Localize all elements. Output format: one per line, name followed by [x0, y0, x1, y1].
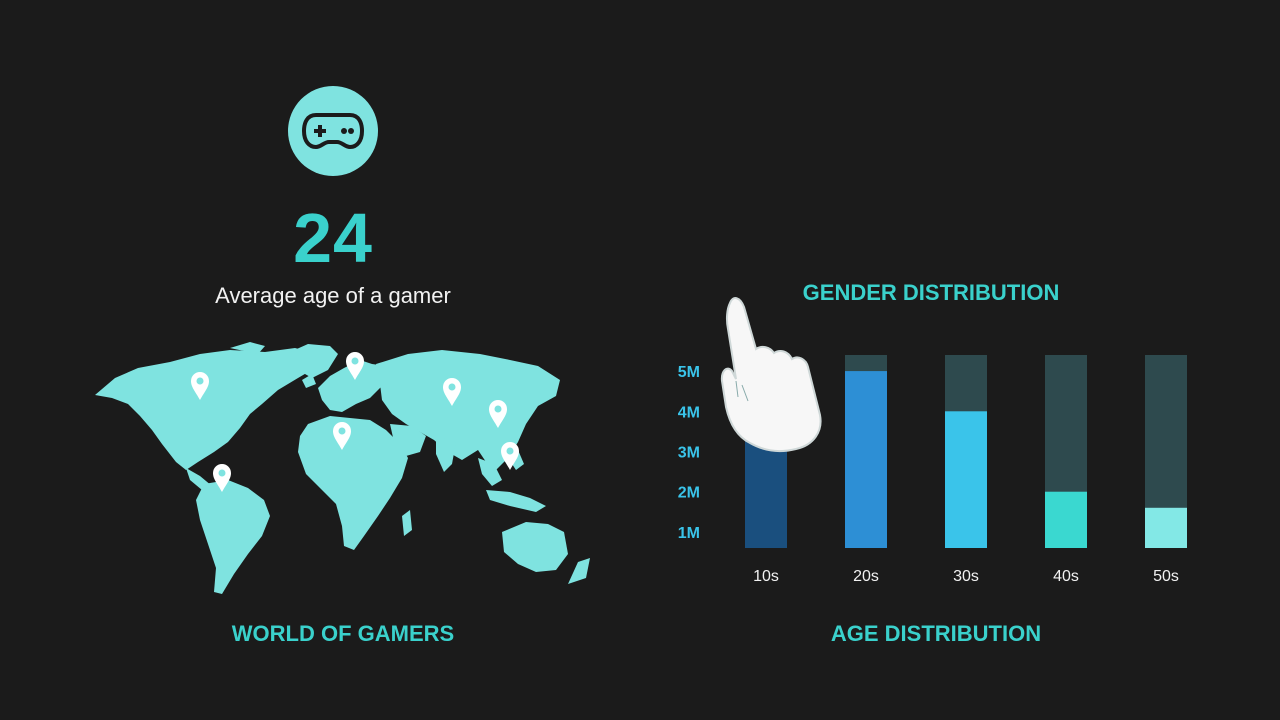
average-age-caption: Average age of a gamer [215, 283, 451, 308]
average-age-value: 24 [293, 199, 373, 277]
pointing-hand-icon [720, 297, 822, 452]
x-tick-label: 20s [853, 568, 879, 585]
y-tick-label: 3M [678, 445, 700, 462]
y-tick-label: 2M [678, 485, 700, 502]
gender-distribution-title: GENDER DISTRIBUTION [802, 280, 1060, 305]
location-pin-icon [333, 422, 351, 450]
y-tick-label: 4M [678, 404, 700, 421]
location-pin-icon [443, 378, 461, 406]
gamepad-badge [288, 86, 378, 176]
bar-20s [845, 371, 887, 548]
age-distribution-title: AGE DISTRIBUTION [830, 621, 1042, 646]
x-tick-label: 10s [753, 568, 779, 585]
world-of-gamers-title: WORLD OF GAMERS [231, 621, 455, 646]
y-tick-label: 5M [678, 364, 700, 381]
bar-50s [1145, 507, 1187, 548]
location-pin-icon [191, 372, 209, 400]
location-pin-icon [346, 352, 364, 380]
x-tick-label: 30s [953, 568, 979, 585]
x-tick-label: 40s [1053, 568, 1079, 585]
bar-30s [945, 411, 987, 548]
world-map-icon [95, 342, 590, 594]
location-pin-icon [501, 442, 519, 470]
y-tick-label: 1M [678, 525, 700, 542]
map-pins [191, 352, 519, 492]
gamepad-icon [302, 113, 364, 150]
location-pin-icon [213, 464, 231, 492]
bar-40s [1045, 491, 1087, 548]
location-pin-icon [489, 400, 507, 428]
x-tick-label: 50s [1153, 568, 1179, 585]
